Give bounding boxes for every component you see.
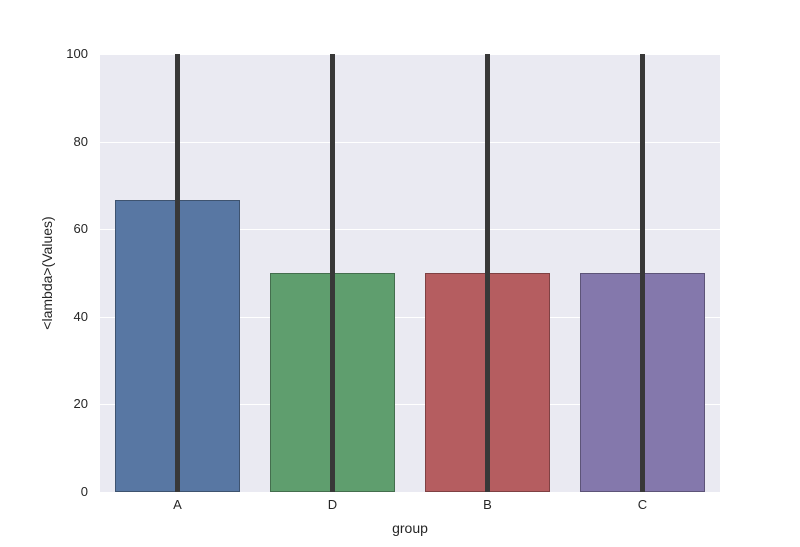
y-tick-label-20: 20 bbox=[73, 396, 88, 412]
y-tick-label-60: 60 bbox=[73, 221, 88, 237]
error-bar-A bbox=[175, 54, 180, 492]
x-axis-label: group bbox=[392, 520, 428, 536]
gridline-y80 bbox=[100, 141, 720, 143]
x-tick-label-C: C bbox=[637, 497, 648, 512]
gridline-y100 bbox=[100, 54, 720, 55]
y-tick-label-100: 100 bbox=[66, 46, 88, 61]
error-bar-B bbox=[485, 54, 490, 492]
gridline-y40 bbox=[100, 316, 720, 318]
y-tick-label-0: 0 bbox=[80, 484, 88, 499]
gridline-y20 bbox=[100, 404, 720, 406]
y-tick-label-40: 40 bbox=[73, 308, 88, 324]
plot-area bbox=[100, 54, 720, 493]
gridline-y60 bbox=[100, 229, 720, 231]
error-bar-C bbox=[640, 54, 645, 492]
gridline-y0 bbox=[100, 492, 720, 493]
x-tick-label-B: B bbox=[483, 497, 492, 512]
x-tick-label-A: A bbox=[173, 497, 182, 512]
y-tick-label-80: 80 bbox=[73, 133, 88, 149]
error-bar-D bbox=[330, 54, 335, 492]
x-tick-label-D: D bbox=[327, 497, 338, 512]
